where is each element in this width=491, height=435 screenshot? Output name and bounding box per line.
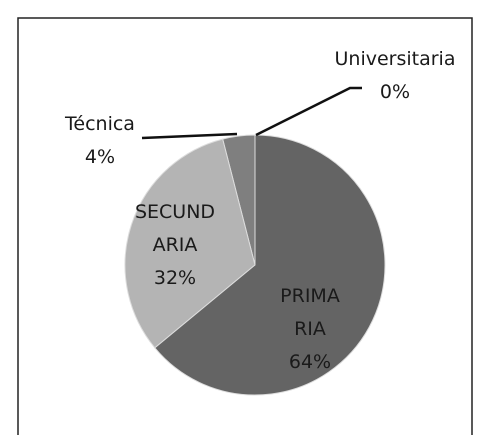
value-label: 0% [379,81,411,103]
slice-label: Universitaria 0% [315,43,475,109]
leader-line [255,86,362,137]
frame [17,17,473,435]
slice-label: SECUNDARIA 32% [132,196,218,295]
slice-label: PRIMARIA 64% [278,280,342,379]
value-label: 32% [153,267,197,289]
leader-line [141,132,238,140]
category-label: Universitaria [334,48,456,70]
category-label: PRIMARIA [280,285,340,340]
category-label: SECUNDARIA [134,201,216,256]
value-label: 4% [84,146,116,168]
slice-label: Técnica 4% [40,108,160,174]
value-label: 64% [288,351,332,373]
category-label: Técnica [65,113,135,135]
pie-slice [154,134,386,396]
pie-slice [124,138,256,349]
